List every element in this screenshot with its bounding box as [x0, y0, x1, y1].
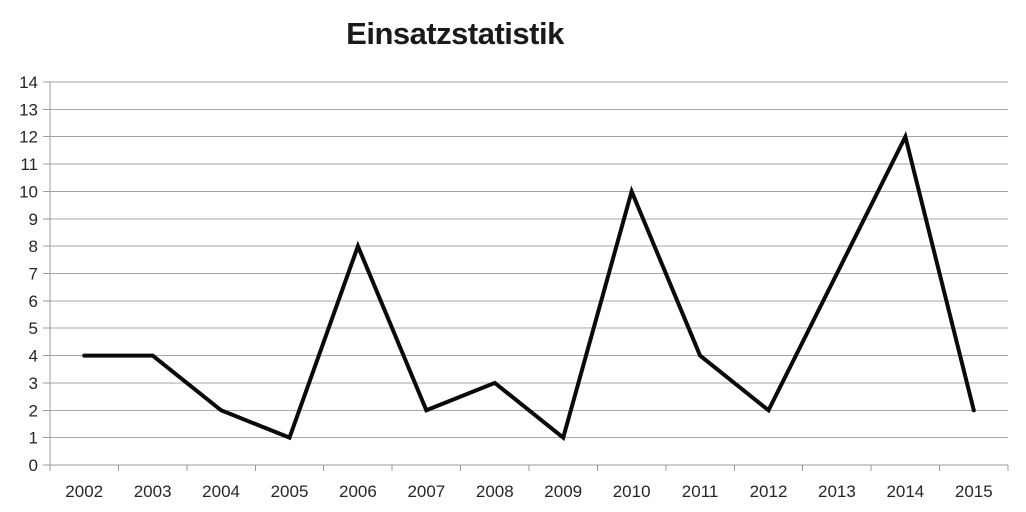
- y-tick-label-3: 3: [29, 374, 38, 393]
- y-tick-label-6: 6: [29, 292, 38, 311]
- y-tick-label-4: 4: [29, 347, 38, 366]
- y-tick-label-13: 13: [19, 100, 38, 119]
- x-tick-label-2006: 2006: [339, 482, 377, 501]
- y-tick-label-10: 10: [19, 182, 38, 201]
- x-tick-label-2012: 2012: [750, 482, 788, 501]
- x-tick-label-2010: 2010: [613, 482, 651, 501]
- y-tick-label-9: 9: [29, 210, 38, 229]
- y-tick-label-1: 1: [29, 429, 38, 448]
- y-tick-label-0: 0: [29, 456, 38, 475]
- y-tick-label-14: 14: [19, 73, 38, 92]
- x-tick-label-2013: 2013: [818, 482, 856, 501]
- x-tick-label-2008: 2008: [476, 482, 514, 501]
- x-tick-label-2015: 2015: [955, 482, 993, 501]
- x-tick-label-2004: 2004: [202, 482, 240, 501]
- y-tick-label-5: 5: [29, 319, 38, 338]
- x-tick-label-2003: 2003: [134, 482, 172, 501]
- x-tick-label-2011: 2011: [682, 482, 719, 501]
- x-tick-label-2009: 2009: [544, 482, 582, 501]
- y-tick-label-11: 11: [20, 155, 38, 174]
- series-line: [82, 130, 976, 442]
- x-tick-label-2007: 2007: [407, 482, 445, 501]
- y-tick-label-8: 8: [29, 237, 38, 256]
- x-tick-label-2014: 2014: [886, 482, 924, 501]
- chart-title: Einsatzstatistik: [346, 16, 564, 51]
- x-tick-label-2002: 2002: [65, 482, 103, 501]
- x-tick-label-2005: 2005: [271, 482, 309, 501]
- y-tick-label-2: 2: [29, 401, 38, 420]
- y-tick-label-7: 7: [29, 265, 38, 284]
- y-tick-label-12: 12: [19, 128, 38, 147]
